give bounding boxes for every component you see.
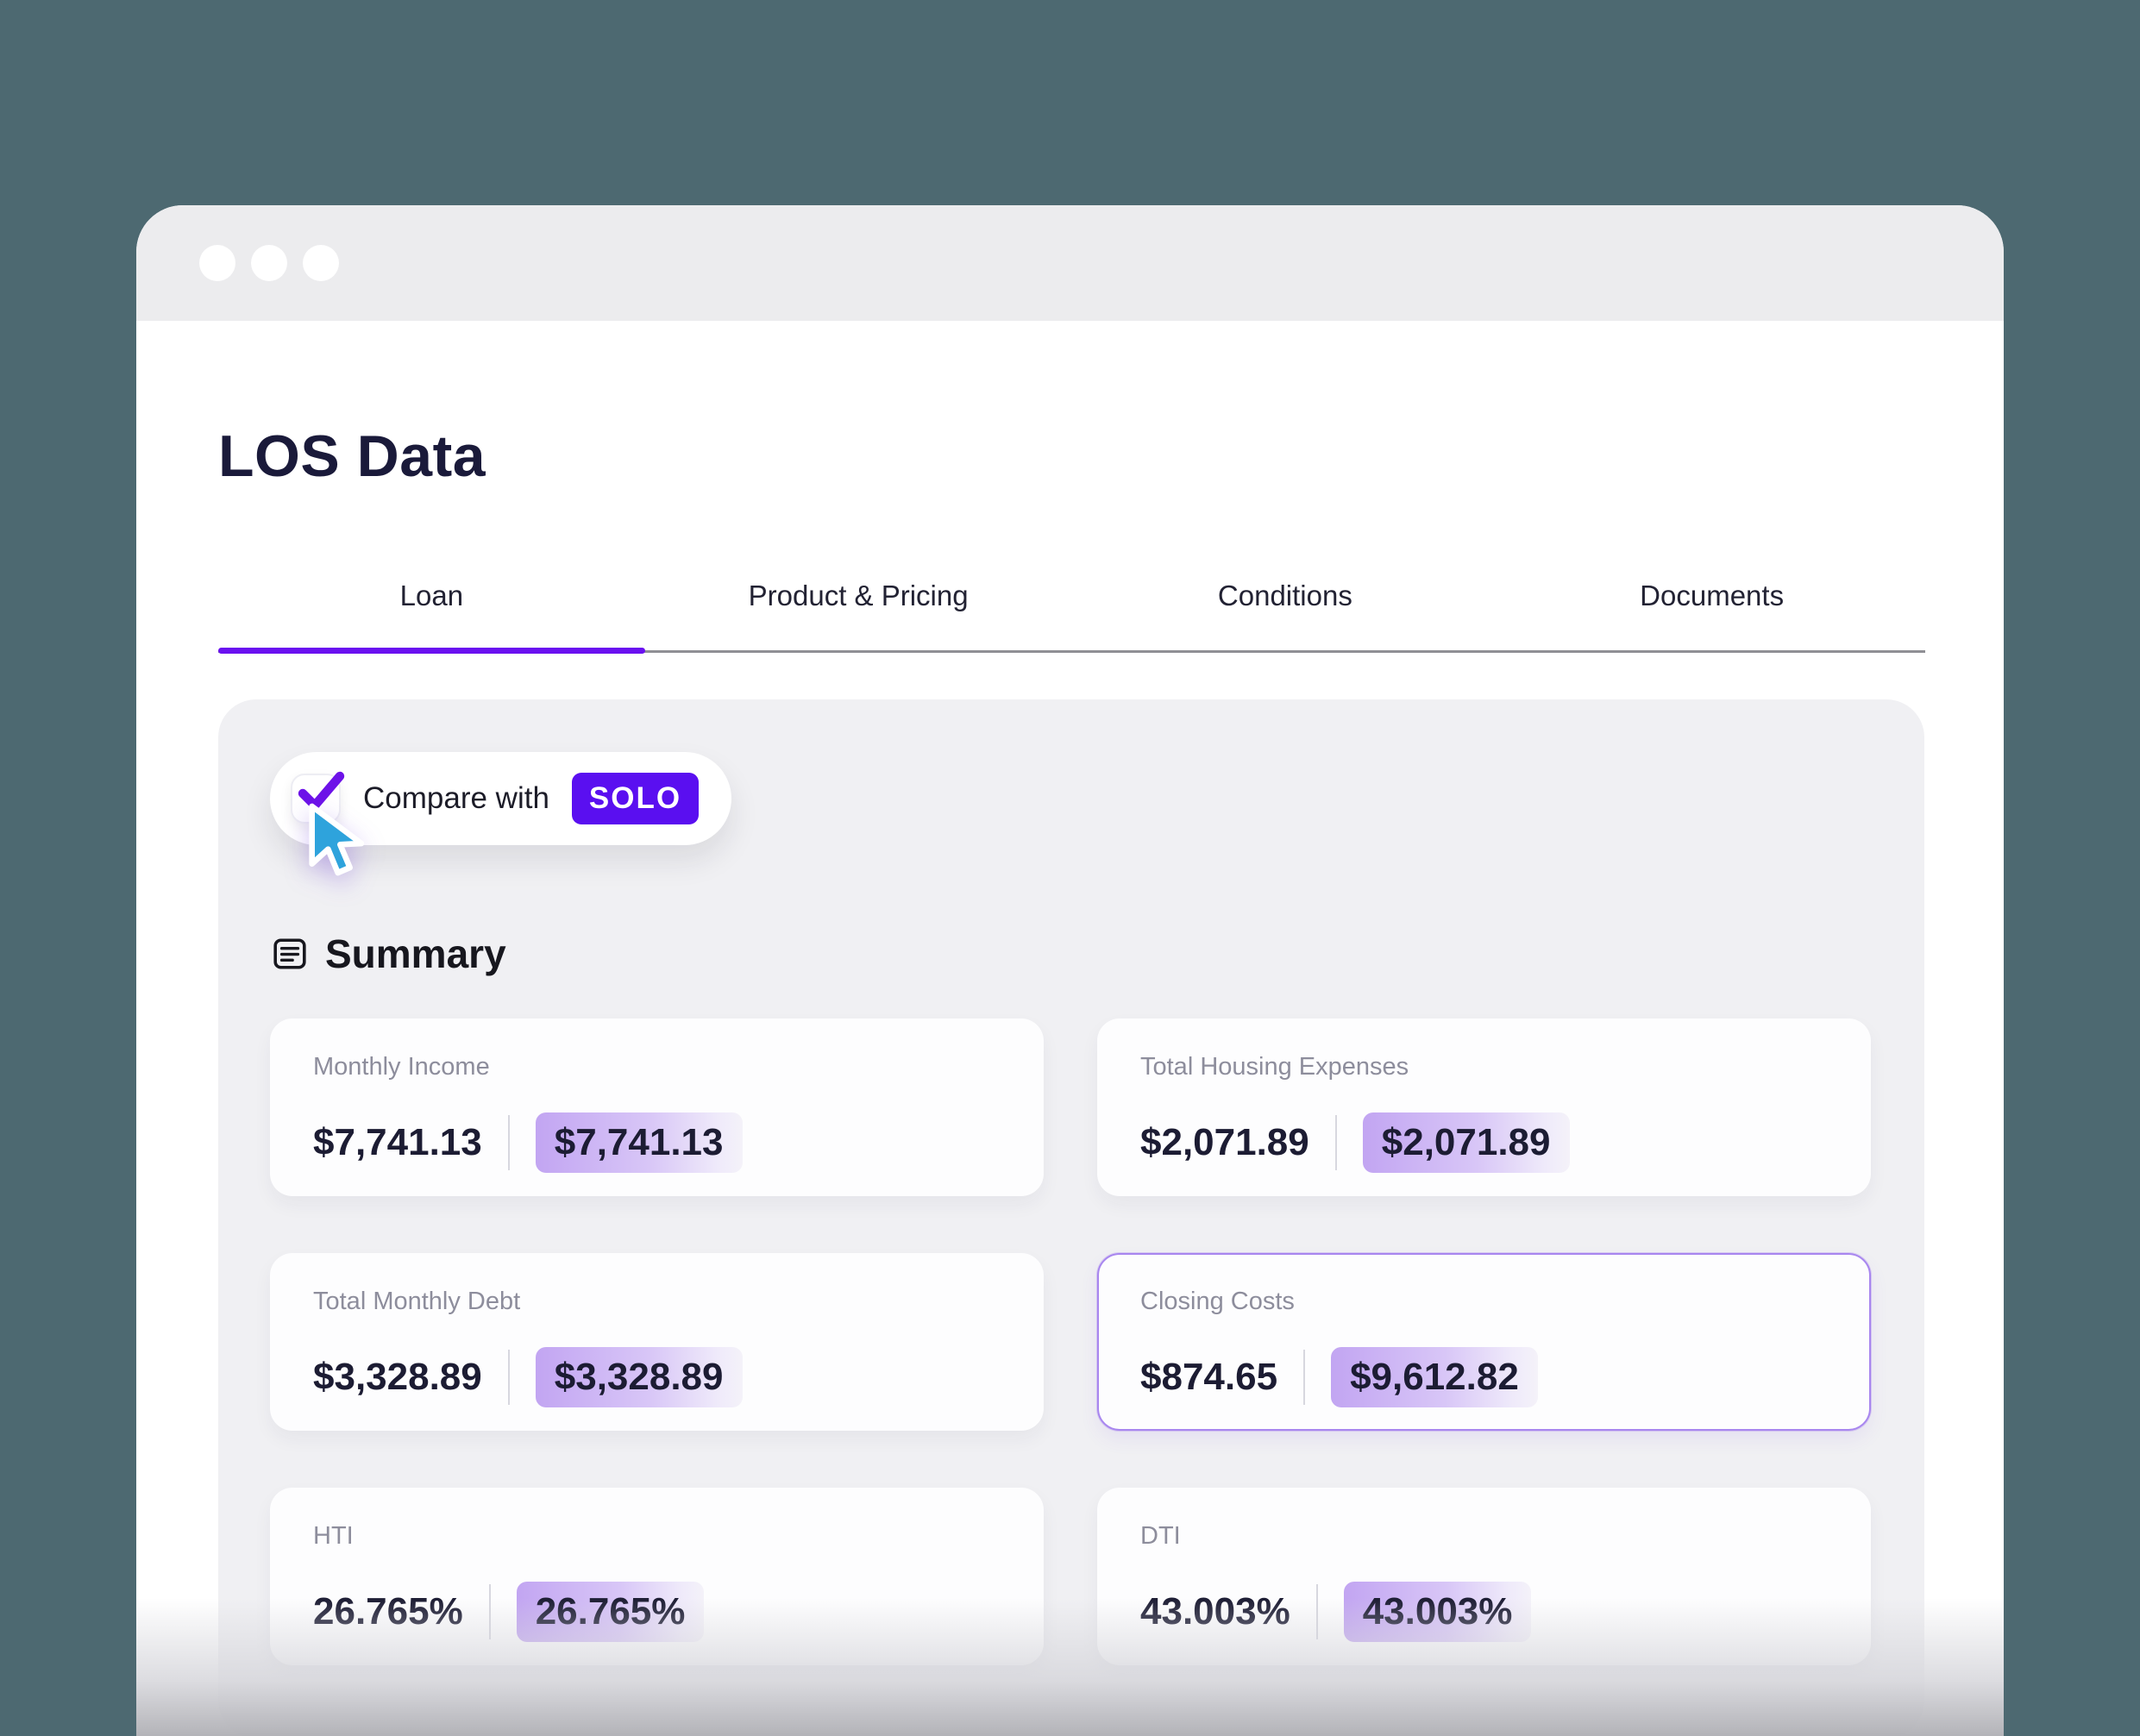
los-value: $874.65 <box>1140 1356 1278 1398</box>
value-divider <box>1303 1350 1306 1405</box>
card-closing-costs[interactable]: Closing Costs $874.65 $9,612.82 <box>1097 1253 1871 1431</box>
document-icon <box>273 938 306 969</box>
card-total-housing-expenses[interactable]: Total Housing Expenses $2,071.89 $2,071.… <box>1097 1018 1871 1196</box>
value-divider <box>507 1115 510 1170</box>
los-value: $2,071.89 <box>1140 1121 1309 1163</box>
compare-checkbox[interactable] <box>291 771 345 824</box>
compare-with-solo-toggle[interactable]: Compare with SOLO <box>270 752 732 845</box>
page-title: LOS Data <box>218 423 486 489</box>
window-titlebar <box>136 205 2004 321</box>
browser-window: LOS Data Loan Product & Pricing Conditio… <box>136 205 2004 1736</box>
card-hti[interactable]: HTI 26.765% 26.765% <box>270 1488 1044 1665</box>
window-control-dot[interactable] <box>199 245 235 281</box>
value-divider <box>488 1584 491 1639</box>
loan-summary-panel: Compare with SOLO Summary Monthly Income… <box>218 699 1924 1736</box>
summary-title: Summary <box>325 931 506 976</box>
solo-value-highlight: 26.765% <box>516 1582 705 1642</box>
solo-value-highlight: $9,612.82 <box>1331 1347 1538 1407</box>
value-divider <box>507 1350 510 1405</box>
checkmark-icon <box>298 771 345 811</box>
tab-documents[interactable]: Documents <box>1498 564 1925 650</box>
los-value: 26.765% <box>313 1590 463 1633</box>
card-label: DTI <box>1140 1522 1181 1550</box>
summary-cards-grid: Monthly Income $7,741.13 $7,741.13 Total… <box>270 1018 1871 1665</box>
card-label: Closing Costs <box>1140 1288 1295 1315</box>
value-divider <box>1334 1115 1337 1170</box>
los-value: $3,328.89 <box>313 1356 482 1398</box>
tab-bar: Loan Product & Pricing Conditions Docume… <box>218 564 1925 654</box>
compare-label: Compare with <box>363 781 549 815</box>
summary-heading: Summary <box>272 931 506 977</box>
tab-loan[interactable]: Loan <box>218 564 645 654</box>
value-divider <box>1315 1584 1318 1639</box>
card-dti[interactable]: DTI 43.003% 43.003% <box>1097 1488 1871 1665</box>
card-label: HTI <box>313 1522 354 1550</box>
card-monthly-income[interactable]: Monthly Income $7,741.13 $7,741.13 <box>270 1018 1044 1196</box>
card-label: Total Monthly Debt <box>313 1288 521 1315</box>
solo-value-highlight: 43.003% <box>1343 1582 1532 1642</box>
tab-product-pricing[interactable]: Product & Pricing <box>645 564 1072 650</box>
solo-badge: SOLO <box>571 773 700 824</box>
los-value: 43.003% <box>1140 1590 1290 1633</box>
los-value: $7,741.13 <box>313 1121 482 1163</box>
window-control-dot[interactable] <box>303 245 339 281</box>
window-control-dot[interactable] <box>251 245 287 281</box>
card-total-monthly-debt[interactable]: Total Monthly Debt $3,328.89 $3,328.89 <box>270 1253 1044 1431</box>
solo-value-highlight: $3,328.89 <box>535 1347 743 1407</box>
solo-value-highlight: $7,741.13 <box>535 1112 743 1173</box>
tab-conditions[interactable]: Conditions <box>1072 564 1499 650</box>
card-label: Monthly Income <box>313 1053 490 1081</box>
card-label: Total Housing Expenses <box>1140 1053 1409 1081</box>
solo-value-highlight: $2,071.89 <box>1362 1112 1570 1173</box>
